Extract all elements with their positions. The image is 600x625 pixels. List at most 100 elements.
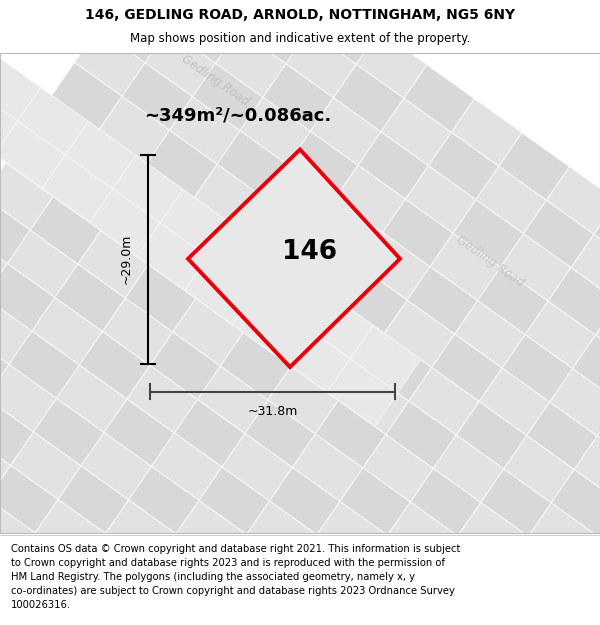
Polygon shape — [457, 401, 527, 469]
Polygon shape — [365, 536, 435, 602]
Polygon shape — [160, 189, 231, 257]
Polygon shape — [224, 534, 294, 602]
Polygon shape — [524, 200, 594, 268]
Polygon shape — [335, 165, 406, 232]
Polygon shape — [81, 432, 152, 500]
Polygon shape — [505, 536, 576, 604]
Polygon shape — [107, 601, 178, 625]
Polygon shape — [74, 29, 145, 96]
Polygon shape — [551, 469, 600, 537]
Polygon shape — [37, 600, 107, 625]
Text: 146, GEDLING ROAD, ARNOLD, NOTTINGHAM, NG5 6NY: 146, GEDLING ROAD, ARNOLD, NOTTINGHAM, N… — [85, 8, 515, 22]
Polygon shape — [389, 602, 460, 625]
Polygon shape — [412, 569, 482, 625]
Polygon shape — [6, 129, 76, 197]
Polygon shape — [328, 359, 398, 426]
Polygon shape — [460, 603, 530, 625]
Polygon shape — [56, 365, 127, 432]
Polygon shape — [527, 402, 597, 469]
Polygon shape — [35, 499, 106, 567]
Polygon shape — [502, 334, 572, 402]
Polygon shape — [550, 369, 600, 436]
Polygon shape — [404, 65, 475, 132]
Polygon shape — [79, 331, 150, 399]
Polygon shape — [99, 96, 170, 164]
Polygon shape — [232, 291, 303, 358]
Polygon shape — [0, 121, 65, 188]
Text: Gedling Road: Gedling Road — [454, 234, 526, 290]
Polygon shape — [0, 264, 55, 331]
Polygon shape — [191, 0, 262, 30]
Polygon shape — [359, 232, 430, 300]
Polygon shape — [455, 301, 525, 368]
Polygon shape — [0, 364, 56, 432]
Polygon shape — [113, 156, 183, 223]
Polygon shape — [11, 432, 81, 499]
Polygon shape — [173, 299, 244, 366]
Polygon shape — [388, 502, 458, 569]
Polygon shape — [479, 368, 550, 436]
Polygon shape — [152, 433, 222, 501]
Polygon shape — [294, 535, 365, 602]
Polygon shape — [263, 64, 334, 131]
Polygon shape — [525, 301, 596, 369]
Polygon shape — [481, 469, 551, 536]
Polygon shape — [215, 30, 286, 98]
Polygon shape — [410, 468, 481, 536]
Polygon shape — [286, 30, 356, 98]
Polygon shape — [106, 500, 176, 568]
Polygon shape — [168, 0, 238, 63]
Polygon shape — [125, 264, 196, 332]
Polygon shape — [451, 99, 522, 166]
Polygon shape — [0, 499, 35, 566]
Polygon shape — [208, 223, 278, 291]
Polygon shape — [458, 503, 529, 570]
Polygon shape — [291, 333, 361, 401]
Polygon shape — [571, 234, 600, 302]
Polygon shape — [0, 297, 32, 364]
Polygon shape — [53, 163, 124, 231]
Text: Gedling Road: Gedling Road — [179, 52, 251, 108]
Polygon shape — [52, 62, 122, 129]
Polygon shape — [268, 366, 338, 434]
Polygon shape — [596, 302, 600, 369]
Text: ~349m²/~0.086ac.: ~349m²/~0.086ac. — [145, 107, 332, 125]
Polygon shape — [317, 501, 388, 569]
Polygon shape — [0, 466, 58, 532]
Polygon shape — [242, 198, 312, 266]
Polygon shape — [137, 223, 208, 290]
Polygon shape — [530, 604, 600, 625]
Text: 146: 146 — [283, 239, 338, 264]
Polygon shape — [594, 201, 600, 268]
Polygon shape — [175, 399, 245, 467]
Polygon shape — [358, 132, 428, 199]
Polygon shape — [18, 88, 88, 155]
Polygon shape — [240, 98, 311, 164]
Polygon shape — [572, 335, 600, 402]
Polygon shape — [312, 199, 383, 266]
Polygon shape — [0, 87, 18, 154]
Polygon shape — [361, 334, 432, 401]
Polygon shape — [0, 431, 11, 499]
Polygon shape — [196, 265, 266, 332]
Polygon shape — [433, 435, 504, 502]
Polygon shape — [316, 401, 386, 468]
Polygon shape — [101, 197, 171, 264]
Polygon shape — [0, 532, 12, 599]
Polygon shape — [319, 602, 389, 625]
Polygon shape — [363, 434, 433, 502]
Polygon shape — [553, 571, 600, 625]
Polygon shape — [42, 155, 113, 222]
Polygon shape — [255, 258, 326, 325]
Polygon shape — [0, 54, 41, 121]
Polygon shape — [529, 503, 599, 571]
Polygon shape — [287, 131, 358, 199]
Polygon shape — [303, 291, 373, 359]
Polygon shape — [65, 121, 136, 189]
Polygon shape — [98, 0, 168, 62]
Polygon shape — [122, 62, 193, 130]
Polygon shape — [29, 96, 99, 163]
Polygon shape — [337, 266, 407, 334]
Polygon shape — [9, 331, 79, 398]
Polygon shape — [185, 257, 255, 324]
